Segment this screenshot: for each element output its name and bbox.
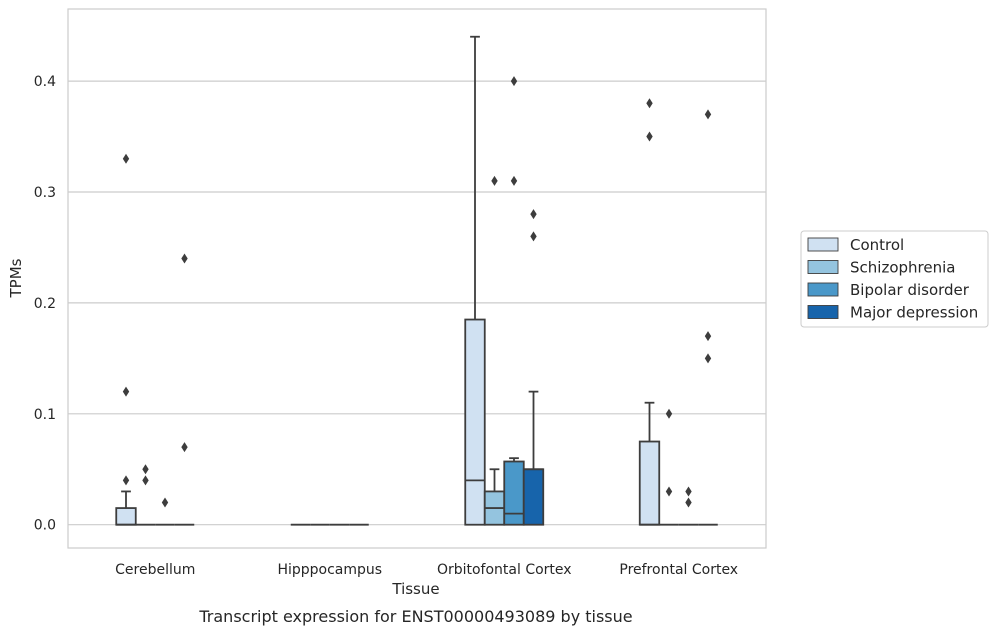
x-tick-label: Hipppocampus	[277, 562, 382, 578]
outlier-point	[510, 175, 518, 186]
outlier-point	[122, 475, 130, 486]
y-tick-label: 0.4	[34, 74, 56, 90]
legend-swatch	[807, 237, 839, 252]
legend-label: Major depression	[850, 304, 978, 322]
box-plot-element	[464, 35, 486, 526]
box-plot-element	[155, 497, 175, 526]
legend-swatch	[807, 282, 839, 297]
y-axis-ticks: 0.0 0.1 0.2 0.3 0.4	[34, 74, 56, 534]
x-axis-label: Tissue	[391, 580, 439, 598]
y-tick-label: 0.0	[34, 518, 56, 534]
box	[503, 460, 525, 526]
outlier-point	[685, 497, 692, 508]
legend-label: Schizophrenia	[850, 259, 955, 277]
outlier-point	[181, 253, 188, 264]
outlier-point	[510, 76, 518, 87]
box-plot-element	[115, 153, 137, 526]
outlier-point	[646, 98, 653, 109]
box-plot-element	[698, 109, 718, 526]
outlier-point	[704, 331, 712, 342]
outlier-point	[704, 109, 712, 120]
y-tick-label: 0.2	[34, 296, 56, 312]
grid-lines	[68, 80, 766, 526]
outlier-point	[665, 408, 673, 419]
y-tick-label: 0.1	[34, 407, 56, 423]
plot-marks	[115, 35, 718, 526]
box-plot-element	[174, 253, 195, 526]
x-axis-ticks: Cerebellum Hipppocampus Orbitofontal Corte…	[115, 562, 738, 578]
outlier-point	[142, 475, 149, 486]
outlier-point	[704, 353, 712, 364]
legend-swatch	[807, 305, 839, 319]
plot-area-frame	[67, 8, 767, 549]
outlier-point	[181, 442, 188, 453]
x-tick-label: Prefrontal Cortex	[619, 562, 738, 578]
legend-label: Control	[850, 236, 904, 254]
legend-frame	[800, 230, 989, 328]
legend-label: Bipolar disorder	[850, 281, 970, 299]
box-plot-element	[483, 175, 506, 526]
outlier-point	[122, 386, 130, 397]
outlier-point	[646, 131, 653, 142]
outlier-point	[530, 209, 537, 220]
box-plot-element	[522, 209, 545, 526]
legend: Control Schizophrenia Bipolar disorder Majo…	[800, 230, 989, 328]
outlier-point	[530, 231, 537, 242]
box-plot-element	[659, 408, 679, 526]
y-tick-label: 0.3	[34, 185, 56, 201]
box	[464, 318, 486, 526]
box-plot-element	[503, 76, 525, 526]
y-axis-label: TPMs	[7, 258, 25, 298]
box	[115, 507, 137, 526]
legend-items: Control Schizophrenia Bipolar disorder Majo…	[807, 236, 978, 322]
box-plot-element	[135, 464, 156, 526]
box-plot-element	[638, 98, 661, 526]
outlier-point	[142, 464, 149, 475]
chart-caption: Transcript expression for ENST0000049308…	[198, 607, 632, 626]
outlier-point	[665, 486, 673, 497]
box-plot-element	[678, 486, 699, 526]
box	[522, 468, 545, 526]
outlier-point	[122, 153, 130, 164]
x-tick-label: Cerebellum	[115, 562, 195, 578]
legend-swatch	[807, 260, 839, 274]
box	[638, 440, 661, 526]
x-tick-label: Orbitofontal Cortex	[437, 562, 572, 578]
outlier-point	[491, 175, 498, 186]
outlier-point	[161, 497, 169, 508]
outlier-point	[685, 486, 692, 497]
